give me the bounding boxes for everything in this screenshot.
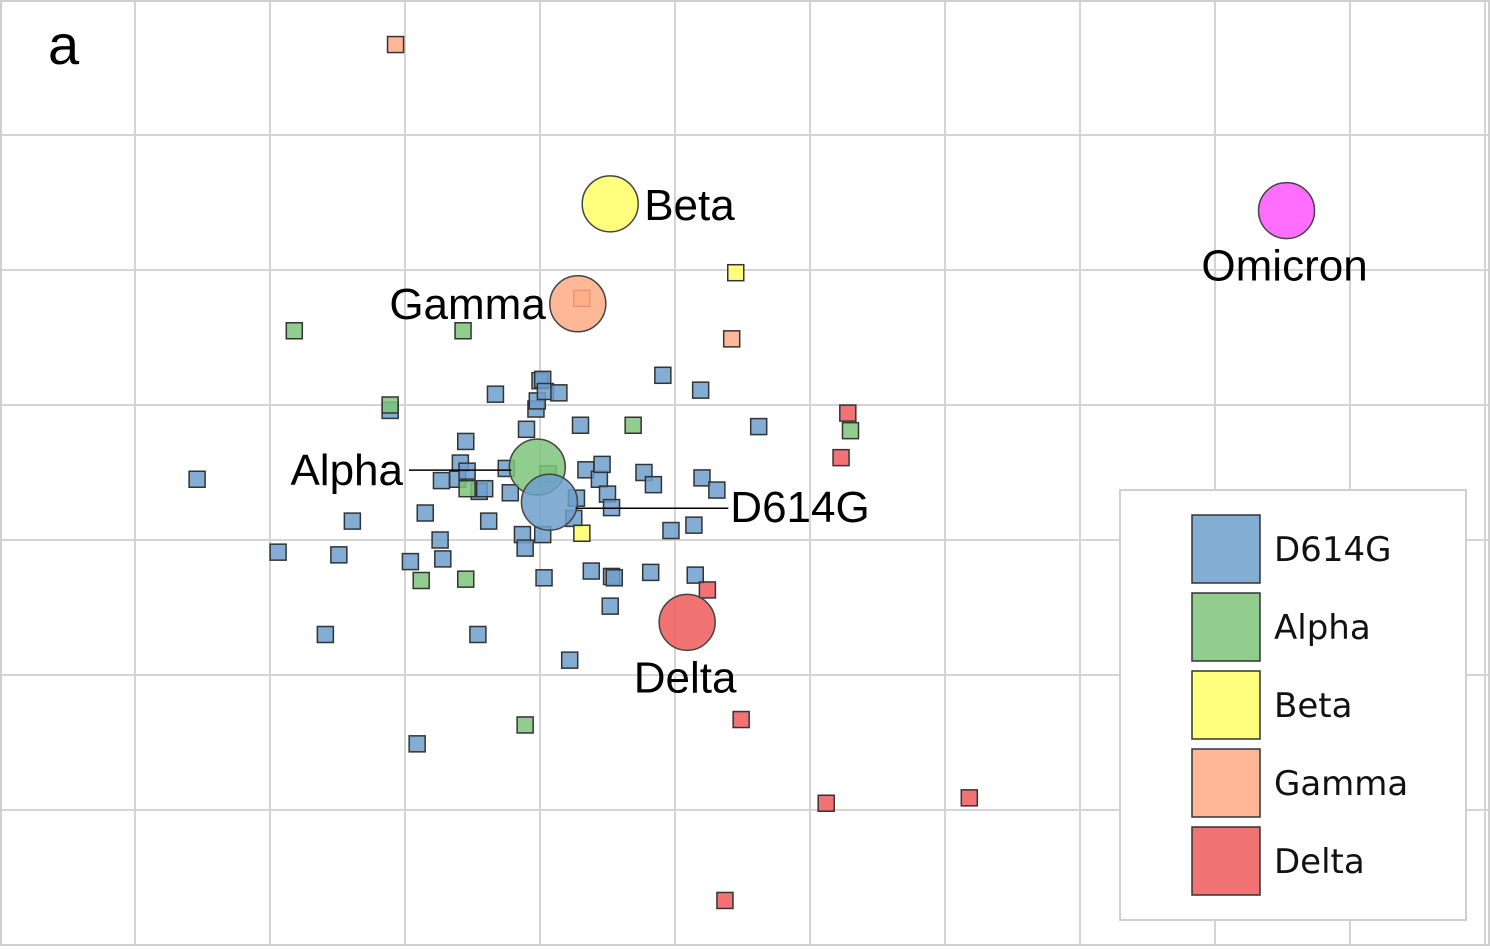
serum-point-alpha [412, 571, 430, 590]
serum-point-d614g [316, 625, 335, 644]
serum-point-d614g [693, 469, 711, 487]
antigen-point-omicron [1257, 181, 1316, 240]
antigen-point-gamma [549, 275, 607, 333]
legend-swatch-gamma [1191, 748, 1261, 818]
serum-point-d614g [654, 366, 672, 385]
serum-point-delta [698, 581, 717, 599]
serum-point-d614g [475, 479, 494, 498]
antigen-points [508, 175, 1316, 652]
antigen-labels: Beta Gamma Omicron Alpha D614G Delta [290, 181, 1367, 702]
serum-point-alpha [516, 716, 534, 734]
antigen-point-delta [658, 593, 716, 652]
serum-point-d614g [686, 566, 704, 584]
serum-point-d614g [188, 470, 206, 488]
legend: D614G Alpha Beta Gamma Delta [1119, 489, 1467, 921]
label-omicron: Omicron [1201, 242, 1367, 291]
antigen-point-beta [581, 175, 639, 233]
serum-point-d614g [269, 543, 287, 561]
serum-point-d614g [708, 481, 726, 499]
serum-point-d614g [434, 550, 452, 568]
legend-label-alpha: Alpha [1274, 608, 1371, 648]
serum-point-gamma [386, 35, 405, 54]
serum-point-beta [573, 524, 591, 542]
legend-swatch-delta [1191, 826, 1261, 896]
label-beta: Beta [644, 181, 735, 230]
legend-swatch-alpha [1191, 592, 1261, 662]
serum-point-delta [817, 794, 835, 812]
serum-point-beta [727, 263, 745, 282]
serum-point-d614g [458, 462, 476, 480]
serum-point-d614g [571, 416, 590, 434]
serum-point-d614g [605, 569, 623, 587]
legend-label-delta: Delta [1274, 842, 1365, 882]
serum-point-d614g [343, 512, 362, 530]
serum-point-d614g [662, 521, 680, 540]
serum-point-alpha [454, 322, 472, 340]
serum-point-d614g [501, 484, 520, 502]
serum-point-d614g [590, 470, 609, 488]
serum-point-delta [839, 404, 857, 422]
serum-point-d614g [641, 563, 660, 582]
serum-point-d614g [535, 569, 553, 587]
serum-point-alpha [841, 421, 860, 440]
serum-point-alpha [285, 322, 304, 340]
panel-letter: a [48, 13, 80, 76]
label-gamma: Gamma [389, 280, 546, 329]
serum-point-d614g [550, 384, 568, 402]
serum-point-d614g [516, 539, 534, 557]
serum-point-d614g [469, 625, 487, 644]
serum-point-d614g [601, 597, 619, 615]
serum-point-d614g [457, 432, 475, 451]
label-d614g: D614G [730, 483, 869, 532]
serum-point-d614g [517, 420, 536, 439]
legend-label-d614g: D614G [1274, 530, 1391, 570]
serum-point-delta [960, 789, 979, 807]
legend-swatch-d614g [1191, 514, 1261, 584]
serum-point-d614g [691, 381, 710, 399]
serum-point-d614g [431, 531, 449, 549]
label-delta: Delta [634, 653, 737, 702]
serum-point-d614g [401, 552, 420, 571]
serum-point-delta [732, 710, 750, 729]
serum-point-d614g [749, 417, 768, 436]
serum-point-alpha [624, 416, 642, 434]
serum-point-d614g [330, 546, 348, 564]
serum-point-d614g [685, 516, 703, 534]
label-alpha: Alpha [290, 446, 403, 495]
serum-point-gamma [722, 330, 741, 348]
legend-box [1119, 489, 1467, 921]
serum-point-d614g [560, 651, 579, 669]
legend-label-beta: Beta [1274, 686, 1352, 726]
serum-point-d614g [593, 455, 611, 474]
serum-point-d614g [432, 471, 451, 490]
serum-point-alpha [458, 479, 476, 498]
serum-point-d614g [644, 475, 663, 494]
serum-point-d614g [479, 512, 498, 530]
serum-point-d614g [486, 385, 505, 403]
legend-swatch-beta [1191, 670, 1261, 740]
serum-point-alpha [457, 570, 475, 588]
legend-label-gamma: Gamma [1274, 764, 1408, 804]
serum-point-d614g [416, 504, 434, 522]
serum-point-delta [716, 891, 734, 910]
serum-point-d614g [408, 735, 426, 753]
antigen-point-d614g [520, 473, 579, 531]
serum-point-delta [832, 448, 850, 467]
serum-point-alpha [381, 396, 399, 414]
serum-point-d614g [582, 562, 601, 580]
